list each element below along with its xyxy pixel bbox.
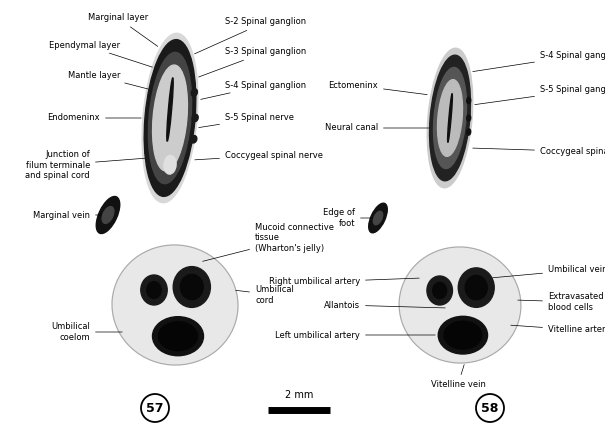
Text: Umbilical
coelom: Umbilical coelom xyxy=(51,322,122,342)
Ellipse shape xyxy=(458,268,494,307)
Text: Umbilical
cord: Umbilical cord xyxy=(236,285,294,305)
Ellipse shape xyxy=(180,275,203,300)
Ellipse shape xyxy=(466,115,471,121)
Text: Coccygeal spinal ganglion: Coccygeal spinal ganglion xyxy=(473,148,605,156)
Text: Right umbilical artery: Right umbilical artery xyxy=(269,278,419,287)
Ellipse shape xyxy=(148,52,192,184)
Text: Marginal vein: Marginal vein xyxy=(33,210,105,220)
Ellipse shape xyxy=(102,207,114,223)
Ellipse shape xyxy=(448,321,460,336)
Text: Allantois: Allantois xyxy=(324,301,445,310)
Ellipse shape xyxy=(451,325,457,332)
Text: Vitelline artery: Vitelline artery xyxy=(511,325,605,335)
Ellipse shape xyxy=(427,48,473,188)
Ellipse shape xyxy=(466,129,471,135)
Text: Ependymal layer: Ependymal layer xyxy=(49,41,152,67)
Text: S-5 Spinal nerve: S-5 Spinal nerve xyxy=(199,113,294,128)
Ellipse shape xyxy=(164,155,176,174)
Text: S-2 Spinal ganglion: S-2 Spinal ganglion xyxy=(195,17,306,54)
Circle shape xyxy=(476,394,504,422)
Ellipse shape xyxy=(112,245,238,365)
Ellipse shape xyxy=(438,317,488,354)
Text: Vitelline vein: Vitelline vein xyxy=(431,365,485,389)
Ellipse shape xyxy=(430,55,471,181)
Text: Left umbilical artery: Left umbilical artery xyxy=(275,330,435,339)
Text: S-4 Spinal ganglion: S-4 Spinal ganglion xyxy=(473,51,605,71)
Ellipse shape xyxy=(152,65,188,171)
Text: 57: 57 xyxy=(146,401,164,414)
Ellipse shape xyxy=(147,281,161,298)
Ellipse shape xyxy=(141,275,167,305)
Circle shape xyxy=(141,394,169,422)
Text: Mantle layer: Mantle layer xyxy=(68,71,149,89)
Ellipse shape xyxy=(368,203,387,233)
Ellipse shape xyxy=(166,326,172,333)
Ellipse shape xyxy=(433,282,446,299)
Ellipse shape xyxy=(142,33,198,203)
Text: S-5 Spinal ganglion: S-5 Spinal ganglion xyxy=(475,85,605,105)
Ellipse shape xyxy=(427,276,453,305)
Text: Marginal layer: Marginal layer xyxy=(88,13,158,46)
Ellipse shape xyxy=(191,89,197,96)
Ellipse shape xyxy=(444,321,482,349)
Ellipse shape xyxy=(152,317,203,355)
Text: Ectomeninx: Ectomeninx xyxy=(329,81,427,95)
Text: Junction of
filum terminale
and spinal cord: Junction of filum terminale and spinal c… xyxy=(25,150,145,180)
Ellipse shape xyxy=(191,136,197,143)
Ellipse shape xyxy=(167,78,173,141)
Ellipse shape xyxy=(434,68,466,168)
Ellipse shape xyxy=(96,197,120,233)
Ellipse shape xyxy=(448,94,453,142)
Text: 58: 58 xyxy=(482,401,499,414)
Ellipse shape xyxy=(466,97,471,103)
Ellipse shape xyxy=(159,322,197,351)
Text: 2 mm: 2 mm xyxy=(285,390,313,400)
Ellipse shape xyxy=(465,275,487,300)
Ellipse shape xyxy=(192,114,198,122)
Ellipse shape xyxy=(437,80,462,156)
Text: S-4 Spinal ganglion: S-4 Spinal ganglion xyxy=(201,81,306,100)
Ellipse shape xyxy=(399,247,521,363)
Text: Mucoid connective
tissue
(Wharton's jelly): Mucoid connective tissue (Wharton's jell… xyxy=(203,223,334,262)
Ellipse shape xyxy=(373,211,382,225)
Text: Neural canal: Neural canal xyxy=(325,123,429,132)
Text: S-3 Spinal ganglion: S-3 Spinal ganglion xyxy=(198,48,306,77)
Ellipse shape xyxy=(162,321,175,336)
Ellipse shape xyxy=(173,267,211,307)
Text: Endomeninx: Endomeninx xyxy=(47,113,141,123)
Text: Extravasated
blood cells: Extravasated blood cells xyxy=(518,292,604,312)
Text: Coccygeal spinal nerve: Coccygeal spinal nerve xyxy=(195,151,323,160)
Text: Umbilical vein: Umbilical vein xyxy=(492,265,605,278)
Text: Edge of
foot: Edge of foot xyxy=(323,208,375,228)
Ellipse shape xyxy=(144,40,196,196)
